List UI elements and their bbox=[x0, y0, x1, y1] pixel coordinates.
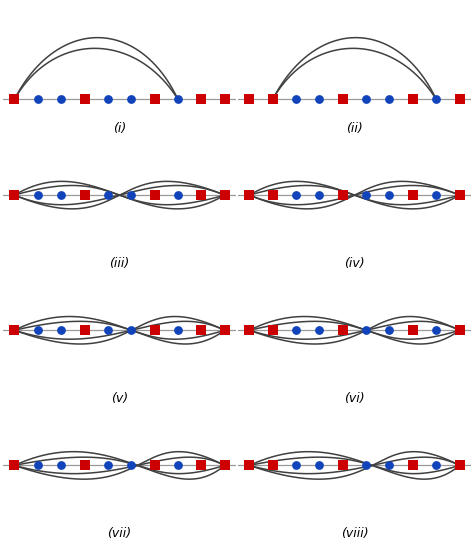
Point bbox=[292, 461, 300, 470]
Point bbox=[128, 326, 135, 334]
Point bbox=[34, 191, 42, 199]
Text: (iv): (iv) bbox=[344, 257, 365, 270]
Text: (vii): (vii) bbox=[108, 527, 132, 540]
Point bbox=[34, 461, 42, 470]
Point bbox=[198, 191, 205, 199]
Text: (v): (v) bbox=[111, 392, 128, 405]
Text: (vi): (vi) bbox=[344, 392, 365, 405]
Point bbox=[57, 191, 65, 199]
Point bbox=[432, 191, 440, 199]
Point bbox=[409, 191, 417, 199]
Point bbox=[104, 326, 112, 334]
Point bbox=[386, 461, 393, 470]
Text: (viii): (viii) bbox=[341, 527, 368, 540]
Point bbox=[409, 326, 417, 334]
Point bbox=[221, 95, 228, 104]
Point bbox=[57, 326, 65, 334]
Point bbox=[104, 95, 112, 104]
Point bbox=[386, 95, 393, 104]
Point bbox=[57, 95, 65, 104]
Point bbox=[198, 326, 205, 334]
Point bbox=[151, 461, 158, 470]
Point bbox=[409, 95, 417, 104]
Point bbox=[409, 461, 417, 470]
Point bbox=[339, 326, 346, 334]
Point bbox=[81, 326, 88, 334]
Point bbox=[10, 191, 18, 199]
Point bbox=[456, 191, 464, 199]
Point bbox=[104, 461, 112, 470]
Point bbox=[104, 191, 112, 199]
Point bbox=[10, 461, 18, 470]
Point bbox=[432, 461, 440, 470]
Point bbox=[10, 95, 18, 104]
Point bbox=[81, 461, 88, 470]
Point bbox=[174, 191, 182, 199]
Text: (i): (i) bbox=[113, 122, 126, 135]
Point bbox=[316, 326, 323, 334]
Point bbox=[128, 95, 135, 104]
Point bbox=[292, 326, 300, 334]
Point bbox=[151, 191, 158, 199]
Point bbox=[432, 326, 440, 334]
Point bbox=[269, 326, 276, 334]
Point bbox=[292, 95, 300, 104]
Point bbox=[128, 191, 135, 199]
Point bbox=[174, 461, 182, 470]
Point bbox=[339, 191, 346, 199]
Point bbox=[81, 191, 88, 199]
Point bbox=[362, 461, 370, 470]
Point bbox=[246, 191, 253, 199]
Point bbox=[292, 191, 300, 199]
Text: (ii): (ii) bbox=[346, 122, 363, 135]
Point bbox=[386, 191, 393, 199]
Point bbox=[316, 191, 323, 199]
Point bbox=[269, 191, 276, 199]
Point bbox=[269, 461, 276, 470]
Point bbox=[316, 95, 323, 104]
Point bbox=[221, 191, 228, 199]
Point bbox=[198, 461, 205, 470]
Point bbox=[316, 461, 323, 470]
Point bbox=[57, 461, 65, 470]
Point bbox=[339, 461, 346, 470]
Point bbox=[198, 95, 205, 104]
Point bbox=[221, 461, 228, 470]
Point bbox=[151, 95, 158, 104]
Point bbox=[34, 95, 42, 104]
Point bbox=[386, 326, 393, 334]
Point bbox=[34, 326, 42, 334]
Point bbox=[456, 461, 464, 470]
Point bbox=[221, 326, 228, 334]
Point bbox=[151, 326, 158, 334]
Point bbox=[339, 95, 346, 104]
Text: (iii): (iii) bbox=[109, 257, 130, 270]
Point bbox=[246, 461, 253, 470]
Point bbox=[456, 95, 464, 104]
Point bbox=[128, 461, 135, 470]
Point bbox=[174, 326, 182, 334]
Point bbox=[362, 95, 370, 104]
Point bbox=[432, 95, 440, 104]
Point bbox=[174, 95, 182, 104]
Point bbox=[81, 95, 88, 104]
Point bbox=[269, 95, 276, 104]
Point bbox=[246, 326, 253, 334]
Point bbox=[10, 326, 18, 334]
Point bbox=[362, 191, 370, 199]
Point bbox=[246, 95, 253, 104]
Point bbox=[456, 326, 464, 334]
Point bbox=[362, 326, 370, 334]
